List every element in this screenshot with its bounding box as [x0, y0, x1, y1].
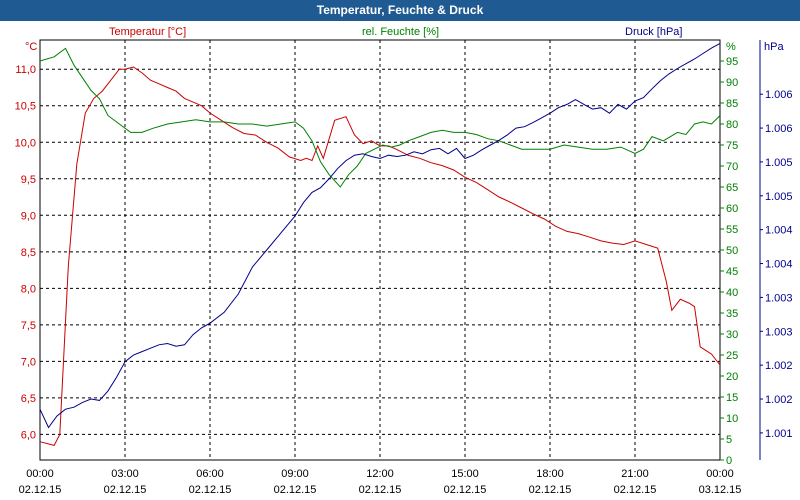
pressure-axis-title: Druck [hPa] — [625, 26, 682, 38]
humidity-tick-label: 50 — [726, 245, 738, 257]
humidity-tick-label: 45 — [726, 266, 738, 278]
x-tick-time: 03:00 — [111, 468, 139, 480]
series-line-temperature — [39, 66, 721, 446]
humidity-tick-label: 65 — [726, 182, 738, 194]
pressure-tick-label: 1.005 — [765, 191, 793, 203]
x-tick-time: 06:00 — [196, 468, 224, 480]
x-tick-date: 02.12.15 — [189, 484, 232, 496]
x-tick-time: 18:00 — [536, 468, 564, 480]
temperature-tick-label: 9,0 — [21, 210, 36, 222]
temperature-tick-label: 6,5 — [21, 393, 36, 405]
humidity-unit-label: % — [726, 41, 736, 53]
x-tick-time: 09:00 — [281, 468, 309, 480]
temperature-tick-label: 7,0 — [21, 356, 36, 368]
x-tick-date: 02.12.15 — [104, 484, 147, 496]
chart-area: 00:00 02.12.15 03:00 02.12.15 06:00 02.12.15 0… — [0, 21, 800, 500]
axis-titles: °C Temperatur [°C] rel. Feuchte [%] Druc… — [25, 26, 784, 53]
pressure-tick-label: 1.002 — [765, 394, 793, 406]
temperature-tick-label: 10,5 — [15, 101, 36, 113]
x-tick-date: 02.12.15 — [19, 484, 62, 496]
humidity-axis-title: rel. Feuchte [%] — [362, 26, 439, 38]
humidity-tick-label: 30 — [726, 329, 738, 341]
pressure-tick-label: 1.003 — [765, 326, 793, 338]
window-title: Temperatur, Feuchte & Druck — [0, 0, 800, 21]
x-tick-date: 03.12.15 — [699, 484, 742, 496]
temperature-tick-label: 8,5 — [21, 247, 36, 259]
temperature-tick-label: 6,0 — [21, 429, 36, 441]
humidity-tick-label: 85 — [726, 98, 738, 110]
humidity-tick-label: 95 — [726, 56, 738, 68]
x-tick-time: 12:00 — [366, 468, 394, 480]
humidity-tick-label: 15 — [726, 392, 738, 404]
x-tick-date: 02.12.15 — [359, 484, 402, 496]
temperature-axis-title: Temperatur [°C] — [109, 26, 186, 38]
x-tick-time: 15:00 — [451, 468, 479, 480]
temperature-tick-label: 10,0 — [15, 137, 36, 149]
x-tick-time: 21:00 — [621, 468, 649, 480]
chart-background — [0, 21, 800, 500]
x-tick-date: 02.12.15 — [614, 484, 657, 496]
humidity-tick-label: 20 — [726, 371, 738, 383]
x-tick-time: 00:00 — [706, 468, 734, 480]
pressure-tick-label: 1.005 — [765, 157, 793, 169]
grid — [40, 40, 720, 460]
axes: 00:00 02.12.15 03:00 02.12.15 06:00 02.12.15 0… — [15, 56, 793, 496]
humidity-tick-label: 5 — [726, 434, 732, 446]
pressure-unit-label: hPa — [764, 41, 784, 53]
humidity-tick-label: 40 — [726, 287, 738, 299]
pressure-tick-label: 1.001 — [765, 428, 793, 440]
humidity-tick-label: 0 — [726, 455, 732, 467]
temperature-tick-label: 7,5 — [21, 320, 36, 332]
x-tick-date: 02.12.15 — [444, 484, 487, 496]
humidity-tick-label: 80 — [726, 119, 738, 131]
pressure-tick-label: 1.002 — [765, 360, 793, 372]
humidity-tick-label: 90 — [726, 77, 738, 89]
x-tick-time: 00:00 — [26, 468, 54, 480]
temperature-tick-label: 8,0 — [21, 283, 36, 295]
pressure-tick-label: 1.004 — [765, 259, 793, 271]
x-tick-date: 02.12.15 — [529, 484, 572, 496]
pressure-tick-label: 1.006 — [765, 123, 793, 135]
humidity-tick-label: 75 — [726, 140, 738, 152]
temperature-tick-label: 9,5 — [21, 174, 36, 186]
temperature-unit-label: °C — [25, 41, 37, 53]
series-lines — [39, 42, 721, 446]
humidity-tick-label: 55 — [726, 224, 738, 236]
pressure-tick-label: 1.006 — [765, 89, 793, 101]
temperature-tick-label: 11,0 — [15, 64, 36, 76]
series-line-humidity — [39, 47, 721, 188]
humidity-tick-label: 60 — [726, 203, 738, 215]
pressure-tick-label: 1.003 — [765, 292, 793, 304]
x-tick-date: 02.12.15 — [274, 484, 317, 496]
humidity-tick-label: 25 — [726, 350, 738, 362]
humidity-tick-label: 10 — [726, 413, 738, 425]
humidity-tick-label: 70 — [726, 161, 738, 173]
pressure-tick-label: 1.004 — [765, 225, 793, 237]
humidity-tick-label: 35 — [726, 308, 738, 320]
series-line-pressure — [39, 42, 721, 429]
